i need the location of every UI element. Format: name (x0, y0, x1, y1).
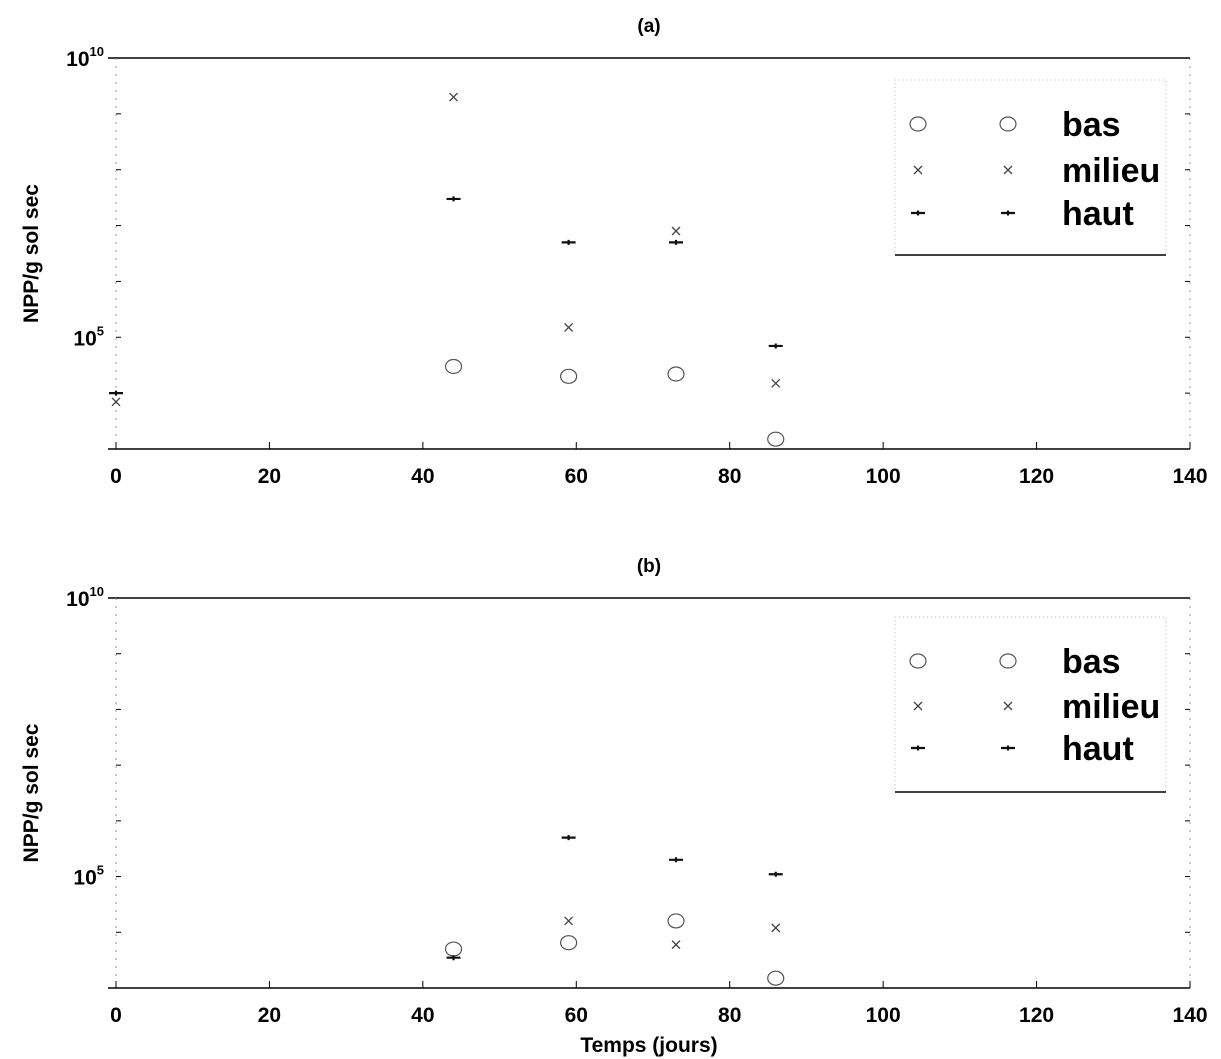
legend-marker-milieu (913, 701, 923, 711)
y-tick-label: 1010 (66, 44, 104, 71)
x-tick-label: 140 (1172, 1004, 1207, 1027)
chart-title: (a) (637, 16, 660, 37)
legend-marker-milieu (1003, 701, 1013, 711)
x-tick-label: 60 (565, 465, 588, 488)
data-point-milieu (771, 378, 781, 388)
legend-frame (894, 616, 1167, 793)
x-tick-label: 100 (866, 1004, 901, 1027)
legend-frame (894, 79, 1167, 256)
data-point-milieu (564, 916, 574, 926)
data-point-haut (109, 390, 123, 396)
data-point-bas (667, 913, 685, 929)
x-axis-label: Temps (jours) (580, 1034, 717, 1057)
legend-marker-bas (909, 653, 927, 669)
data-point-haut (561, 835, 576, 841)
y-axis-label: NPP/g sol sec (20, 723, 43, 862)
data-point-bas (560, 368, 578, 384)
legend: bas milieu haut (894, 616, 1167, 793)
x-tick-label: 120 (1019, 465, 1054, 488)
legend-marker-haut (1001, 745, 1015, 751)
x-tick-label: 120 (1019, 1004, 1054, 1027)
x-tick-label: 60 (565, 1004, 588, 1027)
legend-marker-bas (999, 116, 1017, 132)
x-tick-label: 80 (718, 465, 741, 488)
data-point-milieu (564, 322, 574, 332)
x-tick-label: 40 (411, 465, 434, 488)
data-point-bas (444, 941, 463, 957)
legend-marker-milieu (1003, 165, 1013, 175)
data-point-haut (446, 196, 461, 202)
legend-label-milieu: milieu (1062, 152, 1160, 190)
data-point-bas (444, 358, 463, 375)
legend-label-milieu: milieu (1062, 688, 1160, 726)
x-tick-label: 20 (258, 1004, 281, 1027)
x-tick-label: 40 (411, 1004, 434, 1027)
chart-title: (b) (637, 556, 661, 577)
data-point-milieu (771, 923, 781, 933)
legend: bas milieu haut (894, 79, 1167, 256)
data-point-bas (767, 970, 785, 986)
data-point-milieu (671, 226, 681, 236)
legend-marker-bas (999, 653, 1017, 669)
x-tick-label: 0 (110, 465, 122, 488)
legend-label-bas: bas (1062, 643, 1121, 681)
data-point-haut (446, 955, 461, 961)
x-tick-label: 80 (718, 1004, 741, 1027)
data-point-haut (768, 871, 783, 877)
data-point-milieu (671, 940, 681, 950)
legend-marker-milieu (913, 165, 923, 175)
data-point-haut (669, 857, 684, 863)
legend-marker-haut (1001, 210, 1015, 216)
data-point-milieu (111, 397, 121, 407)
legend-marker-bas (909, 116, 927, 132)
data-point-haut (669, 239, 684, 245)
x-tick-label: 100 (866, 465, 901, 488)
x-tick-label: 140 (1172, 465, 1207, 488)
chart-panel-a: (a) 0 20 40 60 80 100 120 140 1010 105 NPP/g sol se… (20, 16, 1208, 488)
x-tick-label: 0 (110, 1004, 122, 1027)
legend-label-bas: bas (1062, 106, 1121, 144)
data-point-bas (560, 935, 578, 951)
legend-marker-haut (911, 745, 925, 751)
data-point-haut (768, 343, 783, 349)
x-tick-label: 20 (258, 465, 281, 488)
y-tick-label: 1010 (66, 584, 104, 611)
legend-label-haut: haut (1062, 195, 1134, 233)
legend-label-haut: haut (1062, 730, 1134, 768)
data-point-bas (667, 366, 685, 382)
data-point-bas (767, 431, 785, 447)
data-point-haut (561, 239, 576, 245)
y-tick-label: 105 (73, 863, 104, 890)
chart-panel-b: (b) 0 20 40 60 80 100 120 140 1010 105 NPP/g sol se… (20, 556, 1208, 1057)
y-tick-label: 105 (73, 323, 104, 350)
y-axis-label: NPP/g sol sec (20, 184, 43, 323)
data-point-milieu (449, 92, 459, 102)
legend-marker-haut (911, 210, 925, 216)
